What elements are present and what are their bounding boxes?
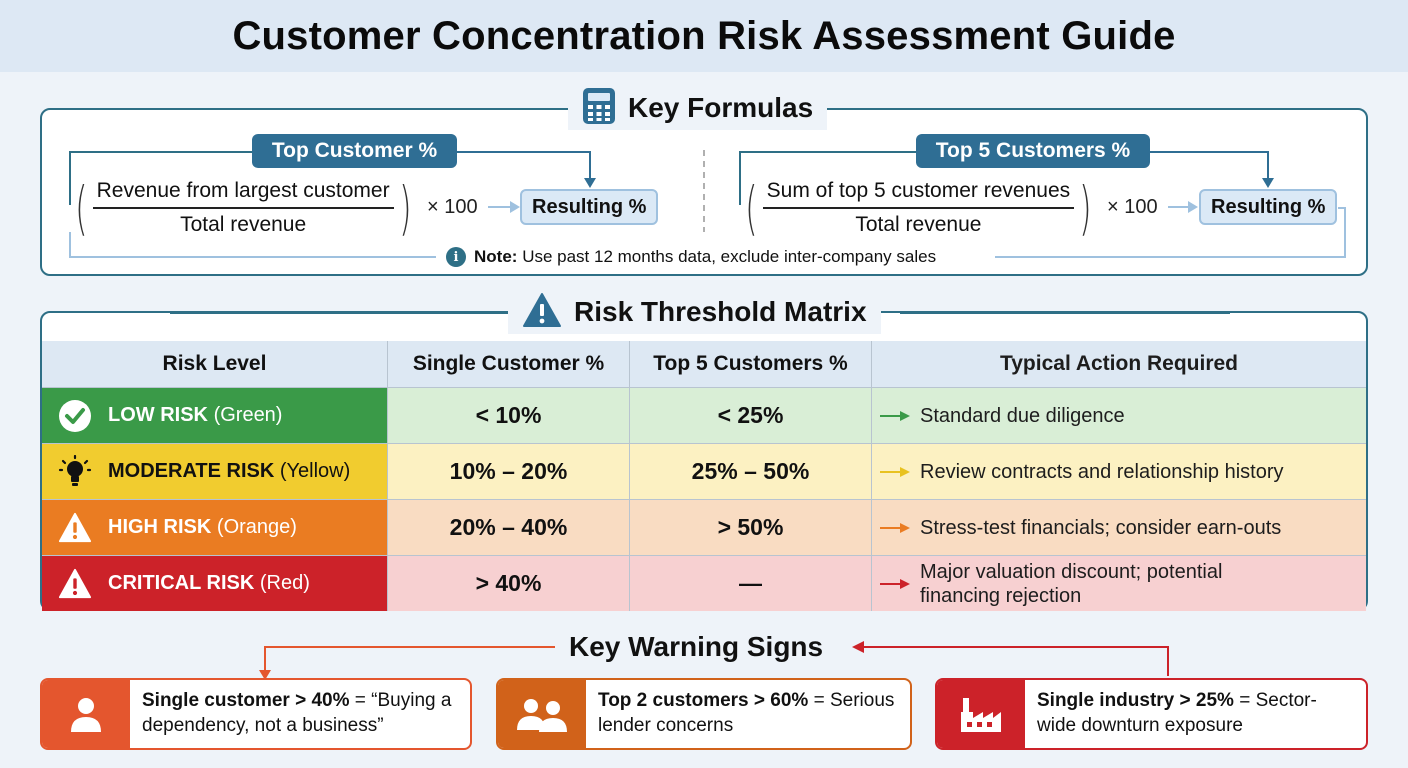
check-circle-icon <box>58 399 92 433</box>
header-action: Typical Action Required <box>999 352 1239 375</box>
risk-level-color: (Orange) <box>216 516 297 538</box>
warning-card-single-customer: Single customer > 40% = “Buying a depend… <box>40 678 472 750</box>
action-cell: Major valuation discount; potential fina… <box>872 556 1366 611</box>
warning-bold: Top 2 customers > 60% <box>598 690 809 712</box>
top5-multiplier: × 100 <box>1107 196 1158 218</box>
note-label: Note: <box>474 247 518 266</box>
top-customer-tag: Top Customer % <box>252 134 457 168</box>
warning-card-top2-customers: Top 2 customers > 60% = Serious lender c… <box>496 678 912 750</box>
risk-matrix-panel: Risk Level Single Customer % Top 5 Custo… <box>40 311 1368 611</box>
warning-triangle-icon <box>522 292 562 333</box>
risk-level-cell: MODERATE RISK (Yellow) <box>42 444 388 499</box>
warning-text: = “Buying a dependency, not a business” <box>142 690 452 736</box>
top-customer-numerator: Revenue from largest customer <box>92 179 394 209</box>
top5-customers-cell: < 25% <box>630 388 872 443</box>
factory-icon <box>937 680 1025 748</box>
matrix-heading: Risk Threshold Matrix <box>508 290 881 334</box>
arrow-right-icon <box>880 578 910 589</box>
warnings-heading: Key Warning Signs <box>555 626 837 668</box>
matrix-heading-line-left <box>170 312 510 314</box>
warning-card-single-industry: Single industry > 25% = Sector-wide down… <box>935 678 1368 750</box>
action-text: Stress-test financials; consider earn-ou… <box>920 516 1282 539</box>
top5-customers-cell: — <box>630 556 872 611</box>
warning-icon <box>58 567 92 601</box>
risk-level-color: (Green) <box>213 404 283 426</box>
top-customer-multiplier: × 100 <box>427 196 478 218</box>
open-paren: ( <box>75 174 88 242</box>
table-row: LOW RISK (Green) < 10% < 25% Standard due d… <box>42 387 1366 443</box>
single-customer-cell: < 10% <box>388 388 630 443</box>
risk-level-cell: HIGH RISK (Orange) <box>42 500 388 555</box>
single-customer-cell: 20% – 40% <box>388 500 630 555</box>
open-paren: ( <box>745 174 758 242</box>
action-cell: Stress-test financials; consider earn-ou… <box>872 500 1366 555</box>
matrix-heading-text: Risk Threshold Matrix <box>574 296 867 327</box>
formulas-heading-text: Key Formulas <box>628 92 814 123</box>
warning-text: = Sector-wide downturn exposure <box>1037 690 1317 736</box>
arrow-right-icon <box>880 522 910 533</box>
risk-level-cell: LOW RISK (Green) <box>42 388 388 443</box>
formula-note: i Note: Use past 12 months data, exclude… <box>436 244 947 270</box>
risk-level-name: HIGH RISK <box>108 516 212 538</box>
top5-denominator: Total revenue <box>855 213 982 236</box>
formula-connectors <box>69 150 1346 258</box>
top-customer-denominator: Total revenue <box>180 213 307 236</box>
page-title: Customer Concentration Risk Assessment G… <box>232 13 1176 58</box>
title-bar: Customer Concentration Risk Assessment G… <box>0 0 1408 72</box>
action-text: Review contracts and relationship histor… <box>920 460 1284 483</box>
formulas-heading: Key Formulas <box>568 86 828 130</box>
single-customer-cell: > 40% <box>388 556 630 611</box>
risk-level-name: MODERATE RISK <box>108 460 275 482</box>
risk-level-color: (Red) <box>259 572 310 594</box>
warning-connectors <box>259 641 1169 680</box>
action-text: Major valuation discount; potential fina… <box>920 560 1223 607</box>
top5-customers-fraction: ( Sum of top 5 customer revenues Total r… <box>740 174 1097 242</box>
matrix-heading-line-right <box>900 312 1230 314</box>
table-body: LOW RISK (Green) < 10% < 25% Standard due d… <box>42 387 1366 611</box>
action-cell: Review contracts and relationship histor… <box>872 444 1366 499</box>
close-paren: ) <box>398 174 412 242</box>
top5-customers-cell: 25% – 50% <box>630 444 872 499</box>
table-row: MODERATE RISK (Yellow) 10% – 20% 25% – 50%… <box>42 443 1366 499</box>
warning-bold: Single industry > 25% <box>1037 690 1234 712</box>
arrow-right-icon <box>880 410 910 421</box>
warnings-heading-text: Key Warning Signs <box>569 631 824 662</box>
calculator-icon <box>582 87 616 130</box>
top5-customers-cell: > 50% <box>630 500 872 555</box>
warning-icon <box>58 511 92 545</box>
risk-level-color: (Yellow) <box>279 460 351 482</box>
table-row: HIGH RISK (Orange) 20% – 40% > 50% Stress-t… <box>42 499 1366 555</box>
risk-matrix-table: Risk Level Single Customer % Top 5 Custo… <box>42 341 1366 611</box>
action-text: Standard due diligence <box>920 404 1125 427</box>
note-text: Use past 12 months data, exclude inter-c… <box>522 247 937 266</box>
risk-level-cell: CRITICAL RISK (Red) <box>42 556 388 611</box>
info-icon: i <box>446 247 466 267</box>
action-cell: Standard due diligence <box>872 388 1366 443</box>
header-risk-level: Risk Level <box>42 341 388 387</box>
top5-numerator: Sum of top 5 customer revenues <box>762 179 1075 209</box>
close-paren: ) <box>1079 174 1092 242</box>
header-top5-customers: Top 5 Customers % <box>630 341 872 387</box>
arrow-right-icon <box>880 466 910 477</box>
lightbulb-icon <box>58 454 92 489</box>
risk-level-name: CRITICAL RISK <box>108 572 255 594</box>
top5-result: Resulting % <box>1199 189 1338 225</box>
top5-customers-tag: Top 5 Customers % <box>916 134 1150 168</box>
top-customer-fraction: ( Revenue from largest customer Total re… <box>70 174 416 242</box>
top-customer-result: Resulting % <box>520 189 659 225</box>
risk-level-name: LOW RISK <box>108 404 208 426</box>
people-icon <box>498 680 586 748</box>
header-single-customer: Single Customer % <box>388 341 630 387</box>
warning-bold: Single customer > 40% <box>142 690 350 712</box>
person-icon <box>42 680 130 748</box>
table-header-row: Risk Level Single Customer % Top 5 Custo… <box>42 341 1366 387</box>
warning-text: = Serious lender concerns <box>598 690 895 736</box>
single-customer-cell: 10% – 20% <box>388 444 630 499</box>
table-row: CRITICAL RISK (Red) > 40% — Major valuation… <box>42 555 1366 611</box>
